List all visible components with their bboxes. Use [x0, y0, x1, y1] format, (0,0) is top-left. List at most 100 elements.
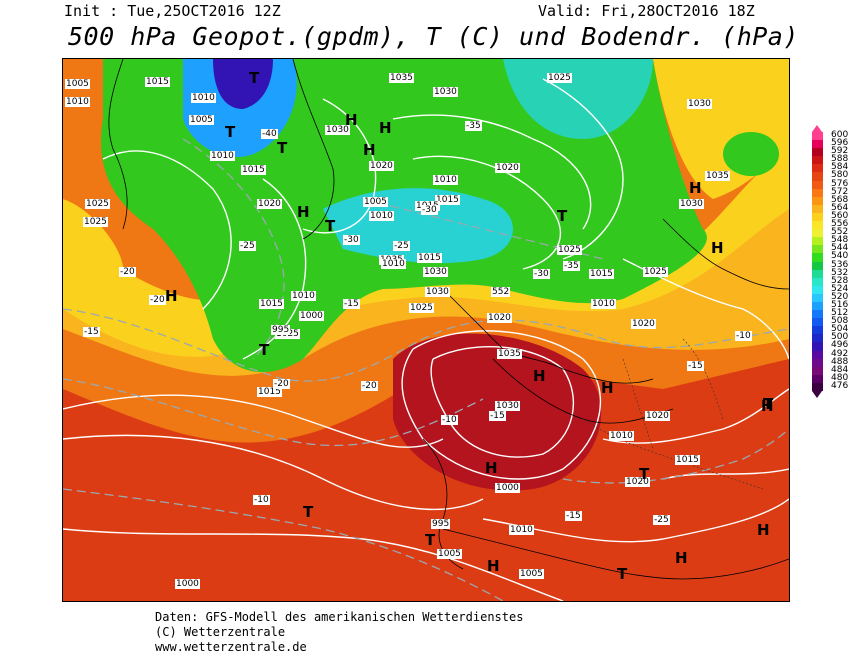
legend-label: 552: [831, 227, 849, 238]
legend-swatch: [812, 334, 823, 343]
pressure-label: 1010: [591, 299, 616, 309]
legend-swatch: [812, 293, 823, 302]
valid-time: Valid: Fri,28OCT2016 18Z: [538, 2, 755, 20]
temperature-label: -40: [261, 129, 278, 139]
legend-swatch: [812, 229, 823, 238]
legend-label: 484: [831, 364, 849, 375]
borders: [582, 338, 764, 490]
low-pressure-marker: T: [325, 217, 336, 235]
pressure-label: 1025: [547, 73, 572, 83]
temperature-label: -35: [465, 121, 482, 131]
legend-row: 488: [812, 357, 850, 367]
legend-swatch: [812, 164, 823, 173]
legend-label: 500: [831, 332, 849, 343]
legend-label: 508: [831, 316, 849, 327]
high-pressure-marker: H: [485, 459, 498, 477]
legend-label: 568: [831, 194, 849, 205]
pressure-label: 1015: [435, 195, 460, 205]
legend-row: 496: [812, 340, 850, 351]
legend-row: 508: [812, 316, 850, 327]
temperature-label: -20: [149, 295, 166, 305]
pressure-label: 1030: [495, 401, 520, 411]
legend-label: 580: [831, 170, 849, 181]
legend-row: 572: [812, 186, 850, 197]
legend-row: 552: [812, 227, 850, 238]
pressure-label: 1010: [509, 525, 534, 535]
legend-swatch: [812, 382, 823, 391]
field-cyan-north: [503, 59, 653, 139]
pressure-label: 1005: [363, 197, 388, 207]
isotherms: [63, 138, 789, 601]
legend-label: 516: [831, 299, 849, 310]
legend-swatch: [812, 221, 823, 230]
pressure-label: 1015: [259, 299, 284, 309]
legend-row: 524: [812, 284, 850, 294]
legend-swatch: [812, 374, 823, 383]
pressure-label: 1030: [687, 99, 712, 109]
high-pressure-marker: H: [165, 287, 178, 305]
legend-label: 576: [831, 178, 849, 189]
legend-label: 584: [831, 162, 849, 173]
low-pressure-marker: T: [763, 395, 774, 413]
temperature-label: -30: [533, 269, 550, 279]
pressure-label: 1005: [519, 569, 544, 579]
high-pressure-marker: H: [345, 111, 358, 129]
pressure-label: 1000: [299, 311, 324, 321]
pressure-label: 995: [431, 519, 451, 529]
legend-label: 556: [831, 219, 849, 230]
pressure-label: 1010: [291, 291, 316, 301]
legend-rows: 600 596 592 588 584 580 576 572 568 564 560 556 552 5…: [812, 130, 850, 391]
legend-row: 520: [812, 292, 850, 302]
pressure-label: 1010: [210, 151, 235, 161]
high-pressure-marker: H: [761, 397, 774, 415]
temperature-label: -25: [653, 515, 670, 525]
legend-row: 548: [812, 235, 850, 246]
field-west-yellow: [63, 199, 123, 281]
footer-copyright: (C) Wetterzentrale: [155, 625, 286, 639]
legend-swatch: [812, 156, 823, 165]
footer-website: www.wetterzentrale.de: [155, 640, 307, 654]
legend-swatch: [812, 261, 823, 270]
legend-swatch: [812, 285, 823, 294]
legend-row: 500: [812, 332, 850, 343]
pressure-label: 1030: [325, 125, 350, 135]
high-pressure-marker: H: [379, 119, 392, 137]
legend-label: 528: [831, 275, 849, 286]
low-pressure-marker: T: [225, 123, 236, 141]
pressure-label: 1010: [609, 431, 634, 441]
legend-label: 492: [831, 348, 849, 359]
high-pressure-marker: H: [757, 521, 770, 539]
legend-swatch: [812, 140, 823, 149]
legend-swatch: [812, 277, 823, 286]
legend-row: 588: [812, 154, 850, 165]
legend-row: 504: [812, 324, 850, 335]
low-pressure-marker: T: [277, 139, 288, 157]
legend-swatch: [812, 237, 823, 246]
legend-row: 556: [812, 219, 850, 230]
legend-label: 504: [831, 324, 849, 335]
legend-swatch: [812, 350, 823, 359]
low-pressure-marker: T: [557, 207, 568, 225]
legend-row: 476: [812, 380, 850, 391]
legend-label: 476: [831, 380, 849, 391]
legend-row: 592: [812, 146, 850, 157]
legend-row: 576: [812, 178, 850, 189]
high-pressure-marker: H: [675, 549, 688, 567]
legend-row: 564: [812, 203, 850, 213]
pressure-label: 1025: [409, 303, 434, 313]
legend-label: 572: [831, 186, 849, 197]
pressure-label: 1025: [85, 199, 110, 209]
pressure-label: 1015: [145, 77, 170, 87]
pressure-label: 1015: [675, 455, 700, 465]
low-pressure-marker: T: [617, 565, 628, 583]
pressure-label: 552: [491, 287, 511, 297]
low-pressure-marker: T: [249, 69, 260, 87]
field-ne-green: [723, 132, 779, 176]
legend-label: 560: [831, 210, 849, 221]
legend-swatch: [812, 301, 823, 311]
legend-label: 548: [831, 235, 849, 246]
legend-label: 544: [831, 243, 849, 254]
legend-label: 540: [831, 251, 849, 262]
field-low-core: [213, 59, 273, 109]
pressure-label: 1030: [423, 267, 448, 277]
